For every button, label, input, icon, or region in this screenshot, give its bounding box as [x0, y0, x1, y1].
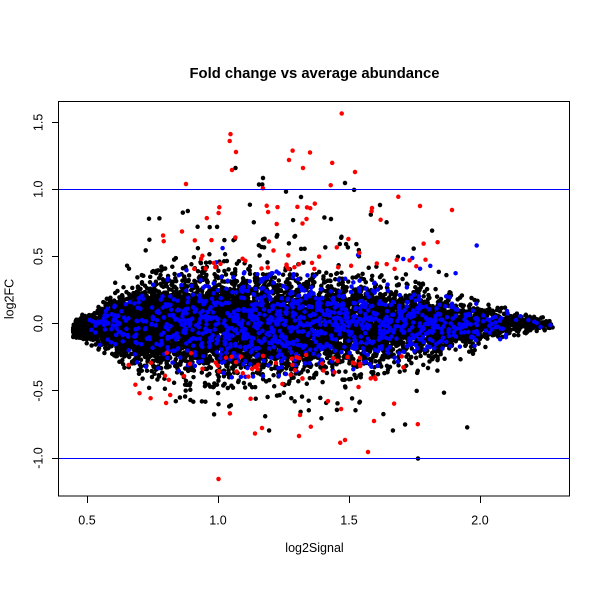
svg-text:-1.0: -1.0	[32, 447, 46, 469]
svg-text:Fold change vs average abundan: Fold change vs average abundance	[190, 66, 440, 82]
svg-text:log2FC: log2FC	[3, 279, 17, 319]
svg-text:log2Signal: log2Signal	[285, 541, 343, 555]
svg-text:0.5: 0.5	[32, 248, 46, 265]
svg-text:0.5: 0.5	[78, 514, 95, 528]
svg-text:1.0: 1.0	[32, 180, 46, 197]
svg-text:-0.5: -0.5	[32, 380, 46, 402]
svg-text:1.5: 1.5	[32, 114, 46, 131]
svg-text:0.0: 0.0	[32, 315, 46, 332]
svg-text:2.0: 2.0	[471, 514, 488, 528]
svg-text:1.0: 1.0	[209, 514, 226, 528]
svg-text:1.5: 1.5	[340, 514, 357, 528]
